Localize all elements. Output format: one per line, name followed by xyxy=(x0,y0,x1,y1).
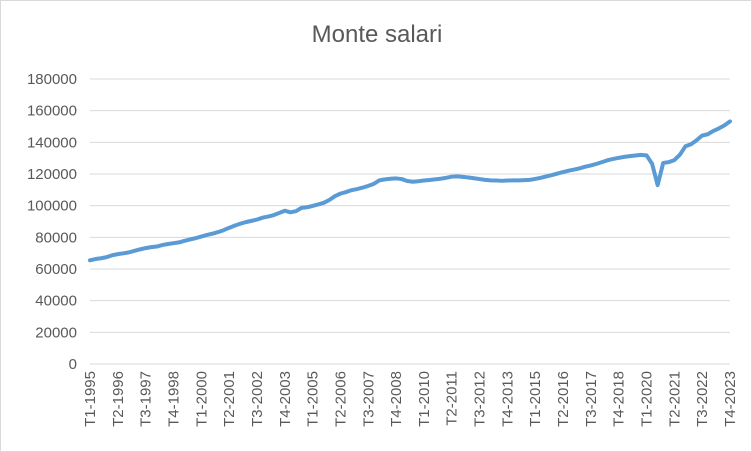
y-tick-label: 60000 xyxy=(35,261,77,278)
x-tick-label: T4-2008 xyxy=(388,371,405,427)
series-group xyxy=(88,119,732,263)
x-tick-label: T2-2011 xyxy=(444,371,461,426)
x-tick-label: T2-2021 xyxy=(666,371,683,427)
x-tick-label: T4-1998 xyxy=(165,371,182,427)
x-tick-label: T1-1995 xyxy=(82,371,99,427)
y-tick-label: 40000 xyxy=(35,293,77,310)
x-tick-label: T1-2020 xyxy=(639,371,656,427)
x-tick-label: T4-2023 xyxy=(722,371,739,427)
x-tick-label: T4-2013 xyxy=(499,371,516,427)
x-tick-label: T3-2007 xyxy=(360,371,377,427)
x-tick-label: T3-2022 xyxy=(694,371,711,427)
y-axis: 0 20000 40000 60000 80000 100000 120000 140000 1… xyxy=(27,71,77,373)
gridlines xyxy=(90,78,730,333)
y-tick-label: 20000 xyxy=(35,324,77,341)
x-tick-label: T1-2010 xyxy=(416,371,433,427)
y-tick-label: 180000 xyxy=(27,71,77,88)
x-tick-label: T2-2016 xyxy=(555,371,572,427)
x-tick-label: T2-2001 xyxy=(221,371,238,427)
x-tick-label: T2-1996 xyxy=(110,371,127,427)
x-axis: T1-1995 T2-1996 T3-1997 T4-1998 T1-2000 T2-20… xyxy=(82,363,739,427)
x-tick-label: T2-2006 xyxy=(332,371,349,427)
y-tick-label: 0 xyxy=(69,356,77,373)
x-tick-label: T1-2000 xyxy=(193,371,210,427)
x-tick-label: T1-2005 xyxy=(305,371,322,427)
x-tick-label: T4-2018 xyxy=(611,371,628,427)
y-tick-label: 100000 xyxy=(27,198,77,215)
y-tick-label: 140000 xyxy=(27,134,77,151)
series-line xyxy=(88,119,732,263)
y-tick-label: 160000 xyxy=(27,103,77,120)
x-tick-label: T3-2012 xyxy=(472,371,489,427)
y-tick-label: 80000 xyxy=(35,229,77,246)
x-tick-label: T4-2003 xyxy=(277,371,294,427)
y-tick-label: 120000 xyxy=(27,166,77,183)
x-tick-label: T3-1997 xyxy=(138,371,155,427)
chart-title: Monte salari xyxy=(311,21,443,48)
x-tick-label: T1-2015 xyxy=(527,371,544,427)
x-tick-label: T3-2017 xyxy=(583,371,600,427)
x-tick-label: T3-2002 xyxy=(249,371,266,427)
